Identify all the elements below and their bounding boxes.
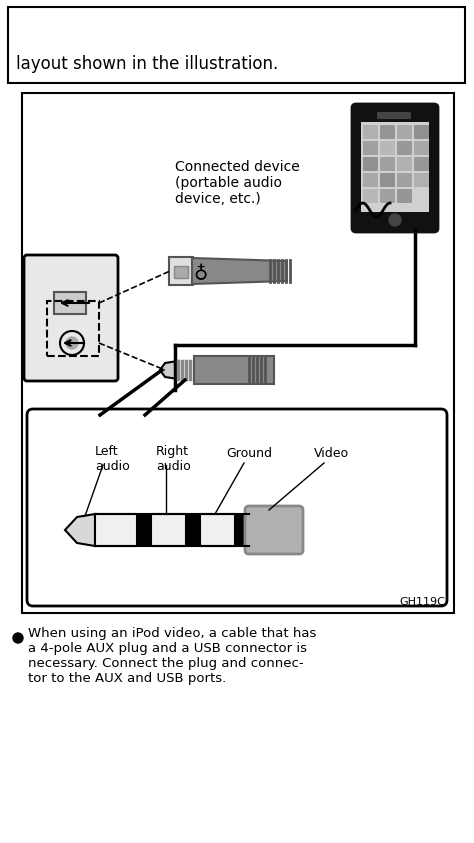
Text: ♁: ♁ xyxy=(193,265,207,283)
FancyBboxPatch shape xyxy=(186,513,200,547)
FancyBboxPatch shape xyxy=(352,104,438,232)
Text: layout shown in the illustration.: layout shown in the illustration. xyxy=(16,55,278,73)
FancyBboxPatch shape xyxy=(380,141,395,155)
FancyBboxPatch shape xyxy=(397,173,412,187)
Text: Connected device
(portable audio
device, etc.): Connected device (portable audio device,… xyxy=(175,160,300,207)
FancyBboxPatch shape xyxy=(24,255,118,381)
Text: When using an iPod video, a cable that has
a 4-pole AUX plug and a USB connector: When using an iPod video, a cable that h… xyxy=(28,627,316,685)
Circle shape xyxy=(389,214,401,226)
FancyBboxPatch shape xyxy=(414,141,429,155)
FancyBboxPatch shape xyxy=(363,157,378,171)
FancyBboxPatch shape xyxy=(380,157,395,171)
FancyBboxPatch shape xyxy=(235,513,249,547)
FancyBboxPatch shape xyxy=(27,409,447,606)
FancyBboxPatch shape xyxy=(169,257,193,285)
Polygon shape xyxy=(65,514,95,546)
Polygon shape xyxy=(160,361,178,379)
FancyBboxPatch shape xyxy=(245,506,303,554)
FancyBboxPatch shape xyxy=(95,514,137,546)
Circle shape xyxy=(13,633,23,643)
FancyBboxPatch shape xyxy=(363,125,378,139)
FancyBboxPatch shape xyxy=(397,157,412,171)
FancyBboxPatch shape xyxy=(194,356,274,384)
FancyBboxPatch shape xyxy=(397,189,412,203)
FancyBboxPatch shape xyxy=(380,189,395,203)
FancyBboxPatch shape xyxy=(397,141,412,155)
FancyBboxPatch shape xyxy=(414,157,429,171)
FancyBboxPatch shape xyxy=(363,189,378,203)
FancyBboxPatch shape xyxy=(397,125,412,139)
Text: Video: Video xyxy=(314,447,349,460)
FancyBboxPatch shape xyxy=(380,125,395,139)
FancyBboxPatch shape xyxy=(54,292,86,314)
FancyBboxPatch shape xyxy=(363,141,378,155)
FancyBboxPatch shape xyxy=(363,173,378,187)
FancyBboxPatch shape xyxy=(380,173,395,187)
FancyBboxPatch shape xyxy=(200,514,235,546)
FancyBboxPatch shape xyxy=(414,125,429,139)
Text: GH119C: GH119C xyxy=(399,597,445,607)
FancyBboxPatch shape xyxy=(8,7,465,83)
FancyBboxPatch shape xyxy=(22,93,454,613)
Text: Ground: Ground xyxy=(226,447,272,460)
FancyBboxPatch shape xyxy=(361,122,429,212)
Text: Left
audio: Left audio xyxy=(95,445,130,473)
FancyBboxPatch shape xyxy=(137,513,151,547)
FancyBboxPatch shape xyxy=(414,173,429,187)
Text: Right
audio: Right audio xyxy=(156,445,191,473)
Circle shape xyxy=(66,337,78,349)
FancyBboxPatch shape xyxy=(151,514,186,546)
FancyBboxPatch shape xyxy=(174,266,188,278)
Polygon shape xyxy=(192,258,287,284)
FancyBboxPatch shape xyxy=(377,112,411,119)
